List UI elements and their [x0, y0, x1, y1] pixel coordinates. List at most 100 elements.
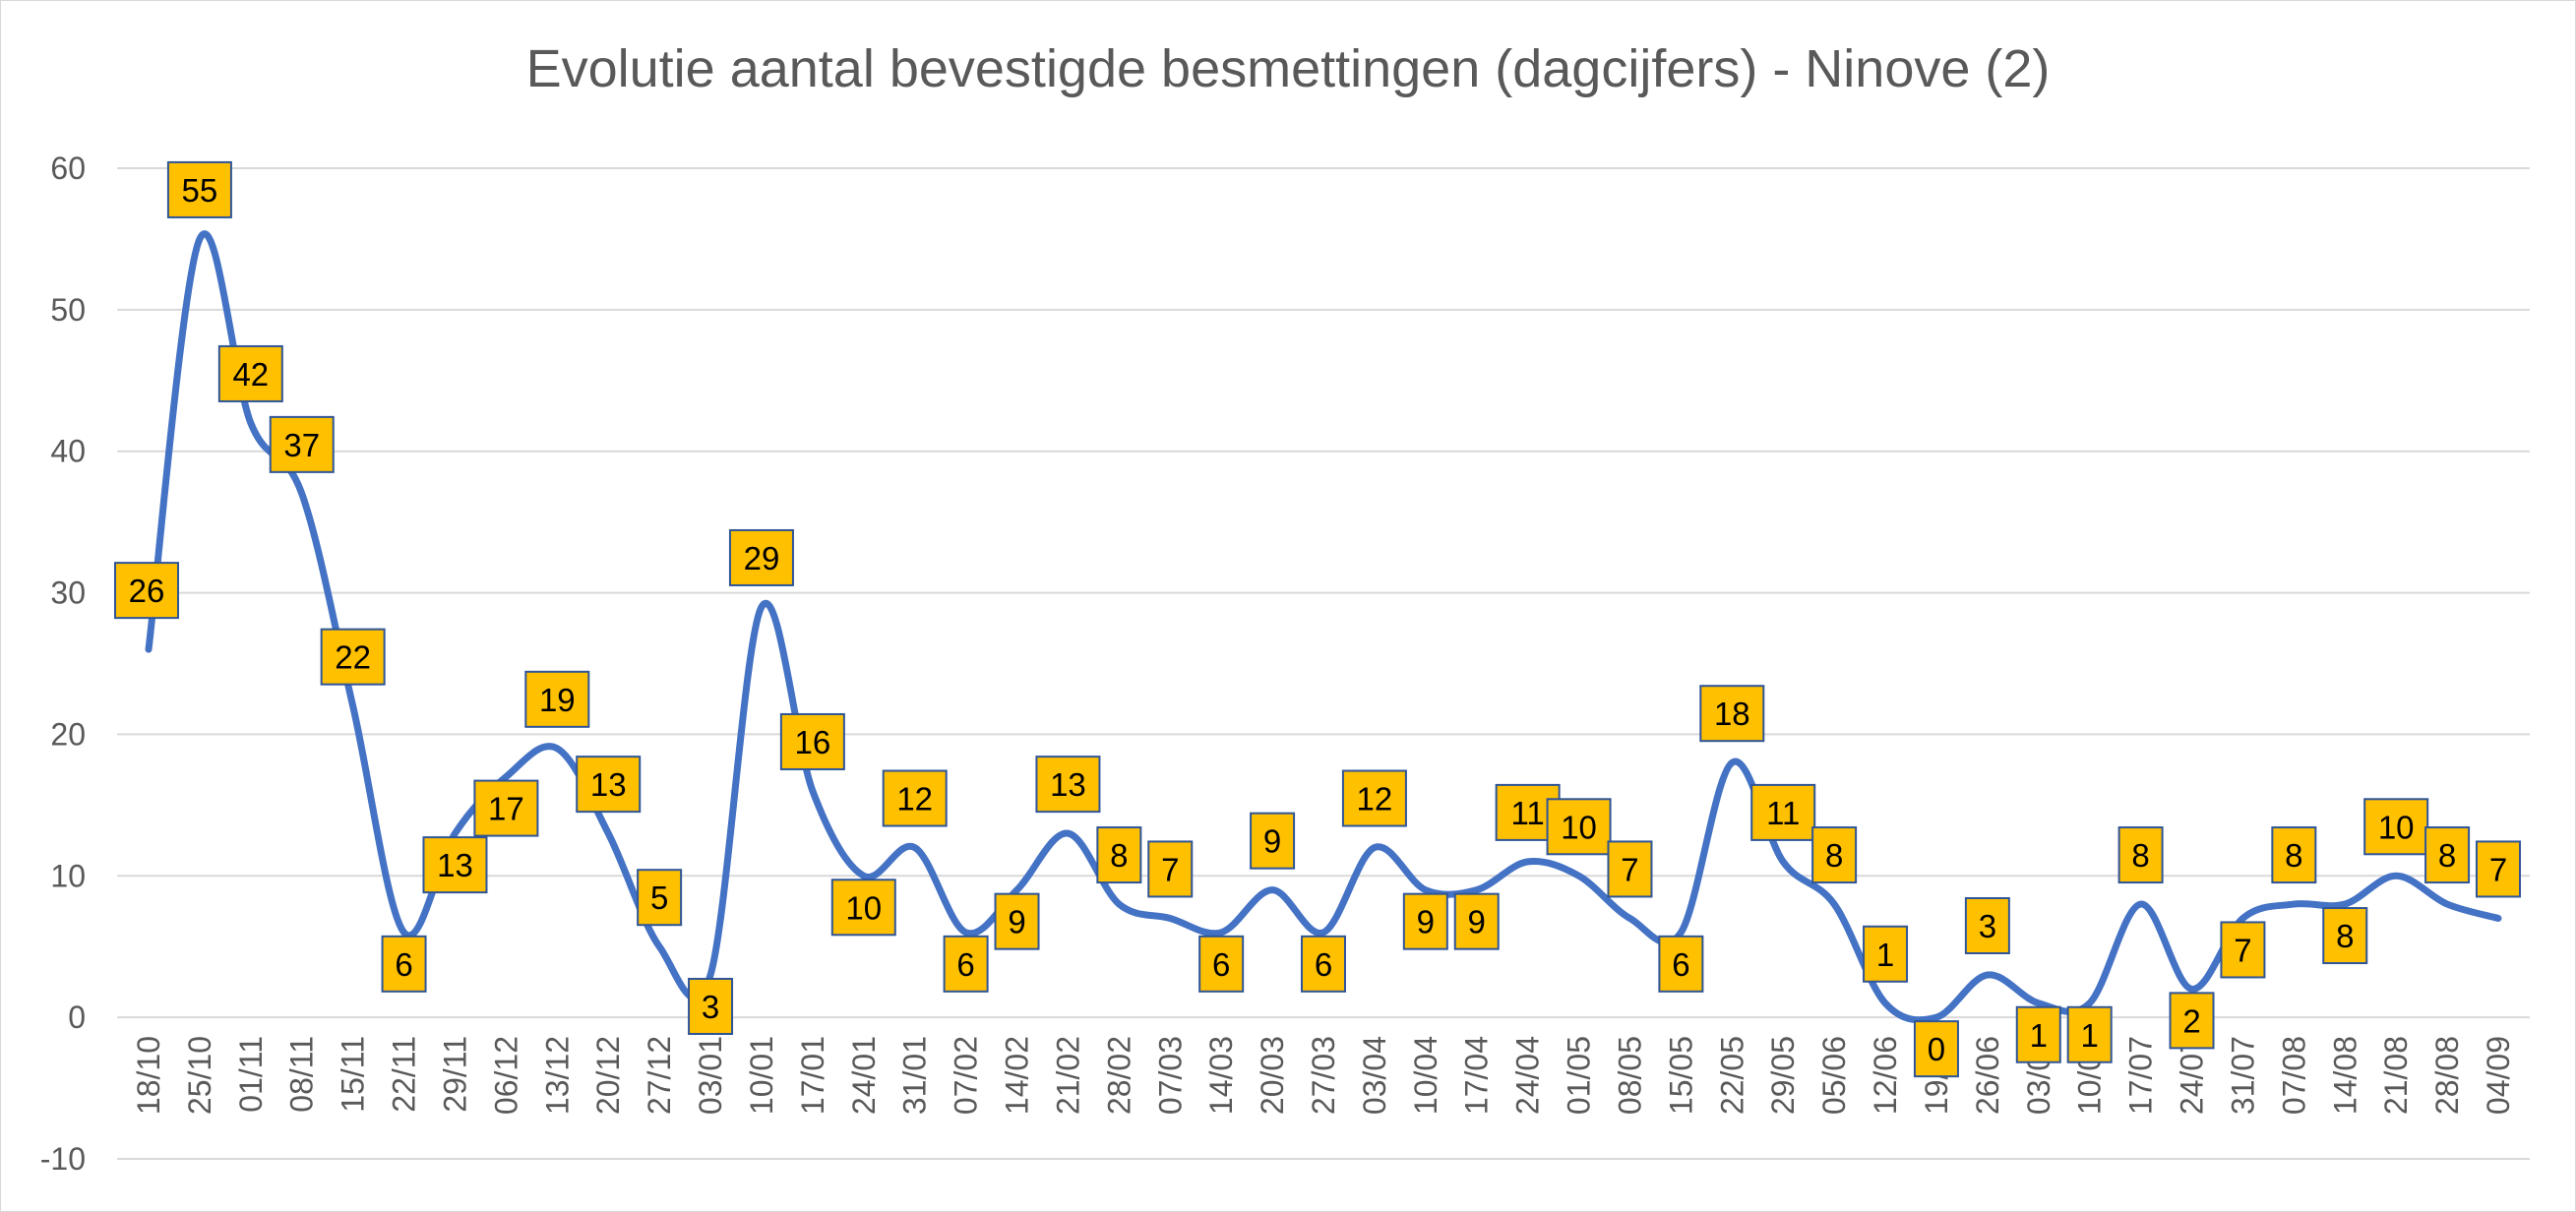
data-label-text: 26: [129, 573, 165, 609]
data-label-box: [1913, 1020, 1959, 1078]
data-label-box: [2271, 826, 2317, 884]
y-tick-label: 50: [50, 292, 86, 328]
data-label-text: 0: [1928, 1031, 1945, 1067]
data-label: 7: [1607, 840, 1653, 898]
data-label: 10: [1546, 798, 1612, 856]
data-label-box: [2169, 992, 2215, 1050]
data-label-text: 7: [2489, 851, 2507, 887]
x-tick-label: 08/05: [1612, 1036, 1647, 1115]
x-tick-label: 14/08: [2327, 1036, 2362, 1115]
data-label: 10: [830, 879, 896, 937]
x-tick-label: 28/08: [2429, 1036, 2465, 1115]
data-label: 8: [2271, 826, 2317, 884]
data-label-text: 13: [437, 847, 473, 883]
x-tick-label: 15/11: [336, 1036, 371, 1113]
chart-title: Evolutie aantal bevestigde besmettingen …: [525, 39, 2051, 98]
x-tick-label: 17/04: [1459, 1036, 1495, 1115]
data-label-text: 37: [283, 427, 320, 463]
data-label: 6: [943, 935, 989, 993]
x-tick-label: 08/11: [284, 1036, 320, 1113]
gridlines: [117, 167, 2530, 1160]
data-label-box: [576, 756, 642, 814]
x-tick-label: 29/05: [1765, 1036, 1801, 1115]
data-label-text: 11: [1511, 795, 1545, 831]
x-tick-label: 24/04: [1510, 1036, 1546, 1115]
data-label: 9: [1453, 892, 1500, 950]
data-label: 9: [1250, 812, 1296, 870]
data-label-box: [1453, 892, 1500, 950]
y-axis-ticks: -10 0 10 20 30 40 50 60: [40, 151, 86, 1177]
data-label: 18: [1699, 685, 1765, 743]
data-label-text: 8: [2131, 837, 2149, 874]
x-tick-label: 22/05: [1714, 1036, 1749, 1115]
data-label-box: [2220, 921, 2266, 979]
data-label-box: [1250, 812, 1296, 870]
x-tick-label: 03/04: [1357, 1036, 1392, 1115]
data-label: 55: [166, 160, 232, 218]
data-label-box: [320, 628, 386, 686]
data-label: 13: [576, 756, 642, 814]
data-label-text: 7: [2234, 932, 2251, 968]
data-label: 0: [1913, 1020, 1959, 1078]
data-label-text: 11: [1766, 795, 1800, 831]
data-label-text: 9: [1417, 904, 1435, 940]
data-label: 1: [2015, 1005, 2061, 1063]
data-label-box: [2476, 840, 2521, 898]
data-label-box: [524, 670, 590, 728]
data-label-text: 19: [539, 682, 576, 718]
data-label: 1: [2066, 1005, 2113, 1063]
data-label: 16: [779, 712, 845, 770]
data-label-text: 29: [744, 540, 780, 576]
x-tick-label: 12/06: [1868, 1036, 1903, 1115]
x-tick-label: 13/12: [539, 1036, 575, 1115]
data-label: 3: [688, 977, 734, 1035]
data-label-box: [637, 869, 683, 927]
data-label: 26: [114, 562, 179, 620]
data-label: 37: [269, 415, 335, 473]
y-tick-label: 10: [50, 858, 86, 893]
x-tick-label: 17/07: [2123, 1036, 2159, 1115]
x-tick-label: 31/01: [897, 1036, 933, 1115]
data-label-box: [1699, 685, 1765, 743]
x-tick-label: 27/12: [642, 1036, 677, 1115]
data-label-box: [114, 562, 179, 620]
data-label-box: [882, 769, 948, 827]
data-label-text: 2: [2182, 1002, 2200, 1039]
data-label: 8: [2322, 907, 2368, 965]
data-label-box: [1811, 826, 1858, 884]
data-label-text: 1: [2081, 1017, 2099, 1054]
y-tick-label: -10: [40, 1141, 86, 1177]
x-tick-label: 26/06: [1970, 1036, 2005, 1115]
y-tick-label: 30: [50, 576, 86, 611]
data-label-box: [1198, 935, 1245, 993]
data-label: 42: [217, 344, 283, 402]
data-label-box: [2015, 1005, 2061, 1063]
data-label-text: 3: [1979, 908, 1996, 944]
data-label-text: 18: [1714, 696, 1750, 732]
x-tick-label: 14/03: [1203, 1036, 1239, 1115]
data-label: 19: [524, 670, 590, 728]
x-tick-label: 10/04: [1408, 1036, 1443, 1115]
data-label-text: 8: [1825, 837, 1843, 874]
data-label-text: 13: [590, 766, 627, 803]
data-label: 8: [2424, 826, 2471, 884]
data-label-text: 8: [2336, 918, 2354, 954]
data-label-text: 7: [1621, 851, 1638, 887]
x-tick-label: 21/02: [1050, 1036, 1085, 1115]
data-label-text: 6: [1315, 946, 1332, 983]
data-label-text: 17: [488, 791, 524, 827]
data-label-text: 1: [1876, 937, 1894, 973]
data-label-box: [422, 836, 488, 894]
data-label: 6: [1658, 935, 1704, 993]
data-label-box: [1546, 798, 1612, 856]
x-tick-label: 24/01: [846, 1036, 882, 1115]
data-label: 9: [1402, 892, 1448, 950]
data-label: 5: [637, 869, 683, 927]
x-tick-label: 03/01: [693, 1036, 728, 1115]
x-tick-label: 04/09: [2481, 1036, 2516, 1115]
data-label: 22: [320, 628, 386, 686]
data-label-box: [1147, 840, 1194, 898]
data-label-text: 16: [795, 724, 831, 760]
